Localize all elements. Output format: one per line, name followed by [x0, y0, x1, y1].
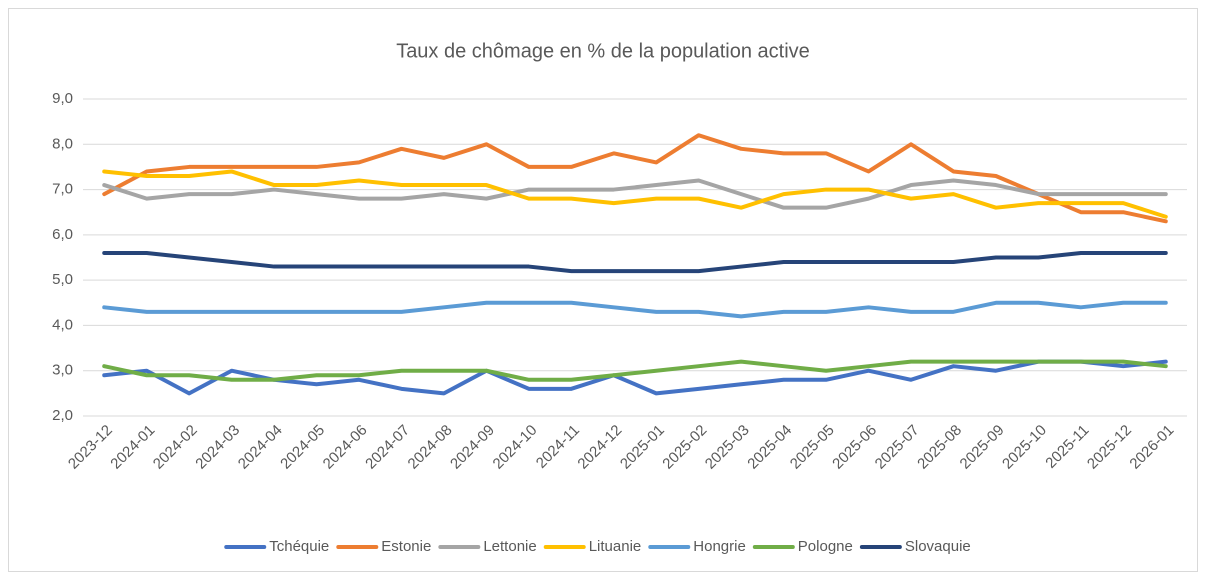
y-tick-label: 4,0: [52, 316, 73, 333]
y-tick-label: 8,0: [52, 135, 73, 152]
line-series: [102, 250, 1168, 274]
chart-border: [8, 8, 1198, 572]
y-tick-label: 7,0: [52, 181, 73, 198]
line-series: [102, 169, 1168, 219]
legend-label: Lituanie: [589, 538, 642, 555]
y-tick-label: 5,0: [52, 271, 73, 288]
legend-label: Lettonie: [483, 538, 536, 555]
legend-label: Slovaquie: [905, 538, 971, 555]
y-tick-label: 3,0: [52, 362, 73, 379]
line-series: [102, 359, 1168, 382]
y-tick-label: 2,0: [52, 407, 73, 424]
line-series: [102, 178, 1168, 210]
y-tick-label: 6,0: [52, 226, 73, 243]
chart-title: Taux de chômage en % de la population ac…: [396, 40, 810, 62]
line-series: [102, 300, 1168, 319]
legend-label: Tchéquie: [269, 538, 329, 555]
legend-label: Pologne: [798, 538, 853, 555]
y-tick-label: 9,0: [52, 90, 73, 107]
line-series: [102, 133, 1168, 224]
legend-label: Hongrie: [693, 538, 746, 555]
legend-label: Estonie: [381, 538, 431, 555]
